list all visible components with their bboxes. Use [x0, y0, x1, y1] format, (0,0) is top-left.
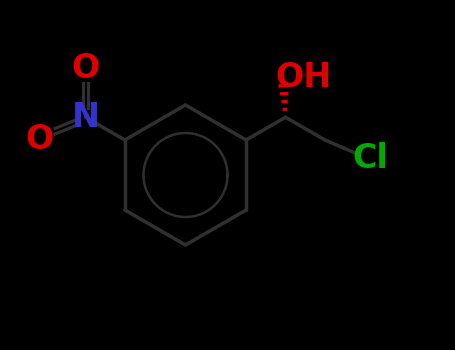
Text: N: N — [71, 101, 100, 134]
Text: Cl: Cl — [353, 142, 389, 175]
Text: O: O — [71, 52, 100, 85]
Text: O: O — [26, 123, 54, 156]
Text: OH: OH — [275, 61, 331, 93]
